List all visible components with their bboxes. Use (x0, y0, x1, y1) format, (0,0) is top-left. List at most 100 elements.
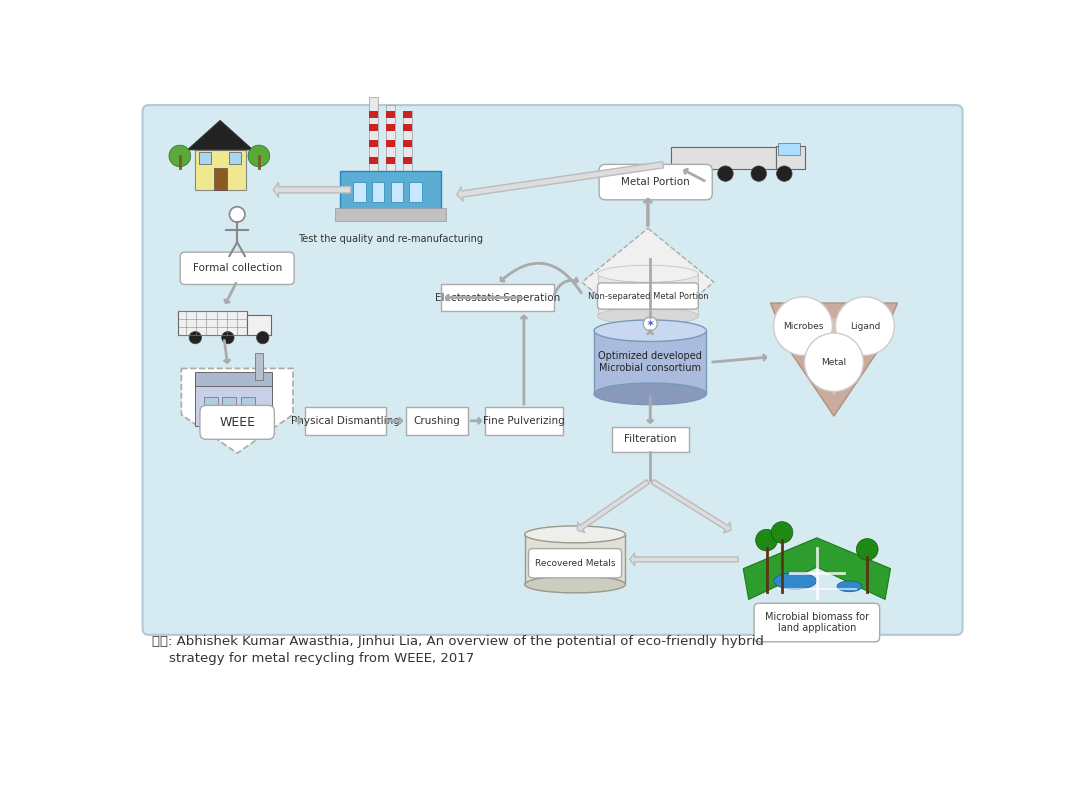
Circle shape (685, 166, 700, 182)
Text: Formal collection: Formal collection (192, 263, 282, 274)
Circle shape (755, 529, 777, 551)
FancyBboxPatch shape (340, 171, 441, 210)
FancyBboxPatch shape (391, 182, 404, 202)
Circle shape (221, 332, 234, 343)
FancyBboxPatch shape (776, 146, 805, 169)
Circle shape (643, 317, 657, 331)
Circle shape (771, 522, 793, 543)
Text: 출처: Abhishek Kumar Awasthia, Jinhui Lia, An overview of the potential of eco-fri: 출처: Abhishek Kumar Awasthia, Jinhui Lia,… (152, 635, 764, 648)
Polygon shape (743, 538, 890, 600)
FancyBboxPatch shape (180, 252, 295, 285)
FancyBboxPatch shape (598, 274, 698, 316)
Polygon shape (791, 318, 876, 395)
FancyBboxPatch shape (598, 283, 698, 309)
FancyBboxPatch shape (200, 406, 274, 439)
Text: Electrostatic Seperation: Electrostatic Seperation (435, 292, 560, 303)
FancyBboxPatch shape (754, 604, 879, 642)
Ellipse shape (598, 307, 698, 325)
Circle shape (777, 166, 792, 182)
FancyBboxPatch shape (386, 140, 395, 147)
Text: strategy for metal recycling from WEEE, 2017: strategy for metal recycling from WEEE, … (152, 652, 474, 665)
Polygon shape (181, 369, 293, 454)
FancyBboxPatch shape (406, 407, 468, 435)
Circle shape (718, 166, 733, 182)
Ellipse shape (774, 572, 817, 590)
Text: Microbial biomass for
land application: Microbial biomass for land application (765, 612, 869, 634)
Ellipse shape (524, 526, 626, 543)
FancyBboxPatch shape (334, 208, 447, 221)
Text: Non-separated Metal Portion: Non-separated Metal Portion (588, 292, 708, 300)
Circle shape (189, 332, 202, 343)
Circle shape (835, 297, 894, 355)
FancyBboxPatch shape (222, 397, 236, 414)
FancyBboxPatch shape (386, 157, 395, 164)
FancyBboxPatch shape (404, 112, 412, 174)
Circle shape (257, 332, 269, 343)
FancyBboxPatch shape (404, 112, 412, 118)
Text: WEEE: WEEE (219, 416, 255, 429)
FancyBboxPatch shape (372, 182, 384, 202)
Text: Fine Pulverizing: Fine Pulverizing (483, 416, 564, 426)
FancyBboxPatch shape (595, 331, 707, 394)
FancyBboxPatch shape (200, 152, 210, 163)
FancyBboxPatch shape (255, 353, 263, 380)
FancyBboxPatch shape (214, 168, 227, 189)
Circle shape (169, 145, 191, 167)
Text: Physical Dismantling: Physical Dismantling (291, 416, 400, 426)
FancyBboxPatch shape (354, 182, 366, 202)
FancyBboxPatch shape (369, 157, 379, 164)
Ellipse shape (595, 383, 707, 405)
Circle shape (751, 166, 766, 182)
Text: Recovered Metals: Recovered Metals (535, 559, 615, 567)
FancyBboxPatch shape (247, 314, 271, 335)
FancyBboxPatch shape (369, 97, 379, 174)
Polygon shape (582, 228, 714, 336)
Text: Test the quality and re-manufacturing: Test the quality and re-manufacturing (298, 233, 483, 244)
Polygon shape (770, 303, 898, 416)
FancyBboxPatch shape (369, 124, 379, 131)
Ellipse shape (598, 265, 698, 282)
FancyBboxPatch shape (230, 152, 241, 163)
FancyBboxPatch shape (241, 397, 255, 414)
FancyBboxPatch shape (204, 397, 218, 414)
FancyBboxPatch shape (404, 140, 412, 147)
FancyBboxPatch shape (524, 534, 626, 585)
Text: Metal: Metal (821, 358, 847, 367)
FancyBboxPatch shape (142, 105, 962, 635)
Circle shape (857, 538, 878, 560)
FancyBboxPatch shape (404, 157, 412, 164)
FancyBboxPatch shape (305, 407, 386, 435)
FancyBboxPatch shape (386, 105, 395, 174)
Ellipse shape (837, 581, 862, 592)
Circle shape (805, 333, 863, 391)
FancyBboxPatch shape (178, 311, 247, 335)
Text: Crushing: Crushing (413, 416, 461, 426)
Text: Filteration: Filteration (624, 435, 677, 444)
Text: Microbes: Microbes (782, 321, 823, 331)
FancyBboxPatch shape (194, 150, 246, 189)
FancyBboxPatch shape (386, 124, 395, 131)
FancyBboxPatch shape (441, 284, 554, 311)
FancyBboxPatch shape (194, 384, 272, 426)
Ellipse shape (524, 576, 626, 593)
FancyBboxPatch shape (386, 112, 395, 118)
FancyBboxPatch shape (194, 373, 272, 386)
Text: ✶: ✶ (645, 319, 655, 329)
FancyBboxPatch shape (404, 124, 412, 131)
Polygon shape (188, 120, 252, 150)
FancyBboxPatch shape (486, 407, 562, 435)
FancyBboxPatch shape (778, 143, 800, 155)
Circle shape (248, 145, 270, 167)
Text: Ligand: Ligand (850, 321, 880, 331)
FancyBboxPatch shape (671, 148, 776, 169)
Ellipse shape (595, 320, 707, 341)
Text: Optimized developed
Microbial consortium: Optimized developed Microbial consortium (599, 351, 702, 373)
FancyBboxPatch shape (369, 140, 379, 147)
Circle shape (774, 297, 832, 355)
Circle shape (230, 207, 245, 222)
FancyBboxPatch shape (409, 182, 422, 202)
Text: Metal Portion: Metal Portion (622, 177, 691, 187)
FancyBboxPatch shape (369, 112, 379, 118)
FancyBboxPatch shape (529, 549, 622, 578)
FancyBboxPatch shape (612, 427, 689, 452)
